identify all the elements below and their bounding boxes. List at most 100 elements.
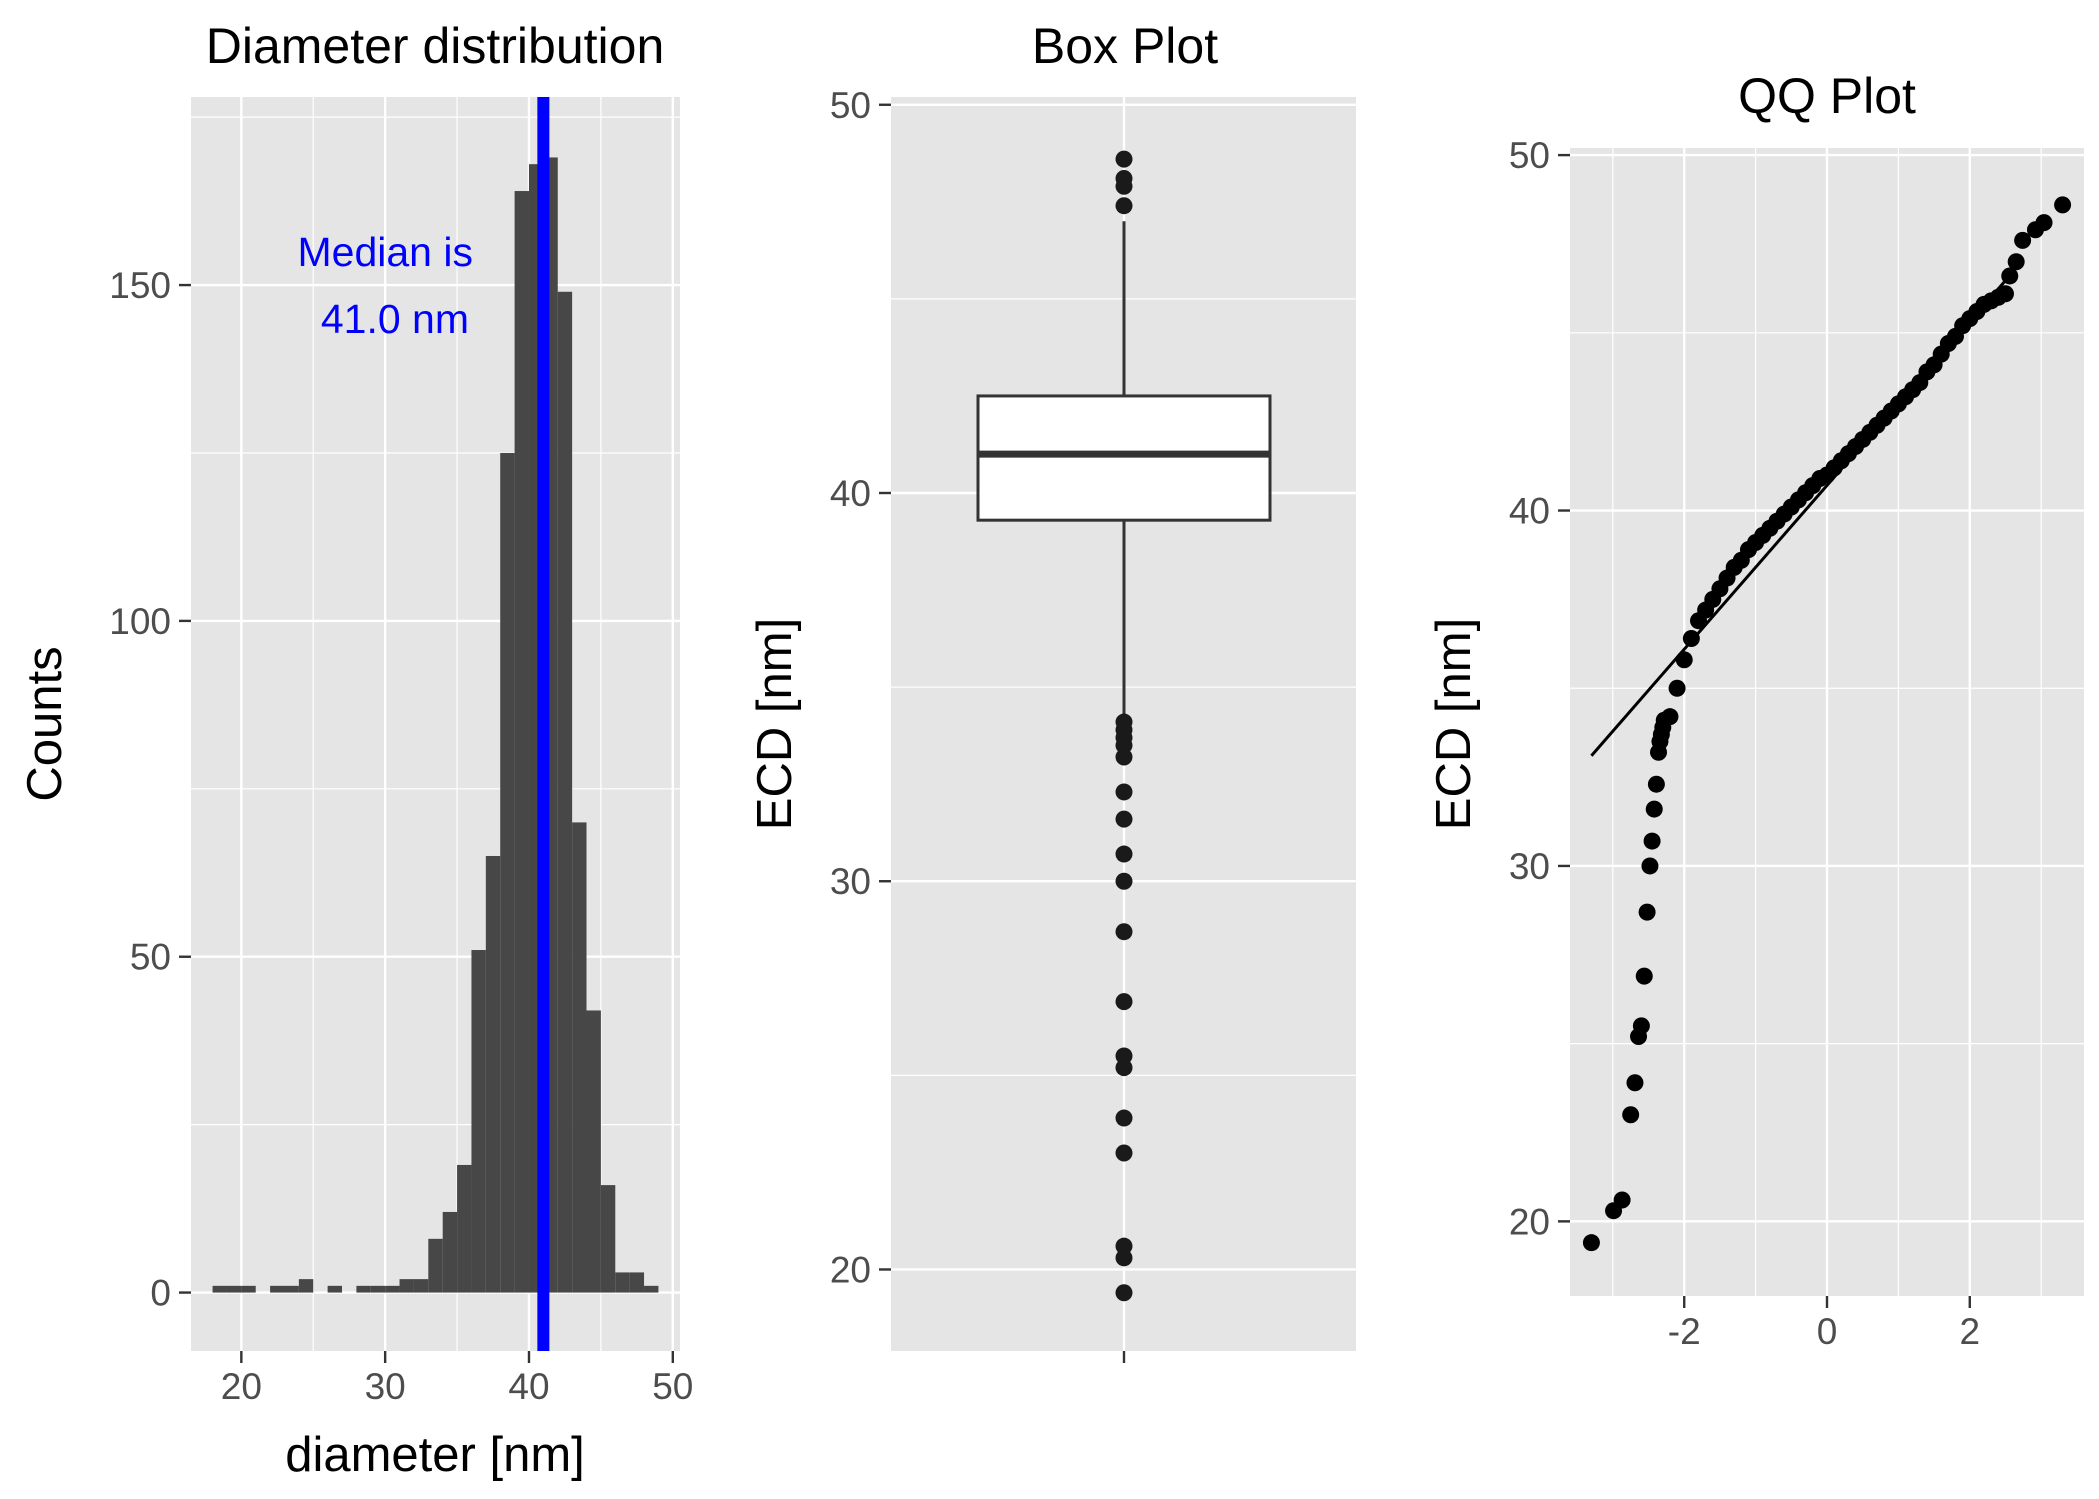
outlier-point [1115,783,1133,801]
histogram-bar [226,1285,242,1293]
histogram-bar [270,1285,285,1293]
histogram-bar [615,1272,630,1293]
box-plot-outliers [1115,150,1133,1302]
qq-point [1661,708,1679,726]
box-plot-y-tick-label: 30 [830,861,871,902]
qq-point [1613,1191,1631,1209]
qq-point [1645,800,1663,818]
outlier-point [1115,1059,1133,1077]
histogram-bar [457,1164,472,1293]
box-plot-y-tick-label: 20 [830,1249,871,1290]
box-plot-title: Box Plot [1032,18,1218,74]
outlier-point [1115,1237,1133,1255]
outlier-point [1115,810,1133,828]
qq-y-tick-label: 30 [1509,846,1550,887]
qq-y-tick-label: 20 [1509,1201,1550,1242]
histogram-x-tick-label: 40 [508,1366,549,1407]
box-plot-panel: 20 30 40 50 Box Plot ECD [nm] [748,18,1356,1363]
qq-x-tick-label: 2 [1959,1311,1980,1352]
box-plot-y-tick-label: 40 [830,473,871,514]
histogram-bar [629,1272,645,1293]
histogram-bar [413,1279,429,1293]
outlier-point [1115,736,1133,754]
histogram-y-tick-label: 150 [109,265,171,306]
qq-point [2001,267,2019,285]
histogram-bar [284,1285,299,1293]
histogram-bar [485,855,501,1293]
histogram-bar [399,1279,414,1293]
qq-plot-y-ticks: 20 30 40 50 [1509,135,1570,1242]
outlier-point [1115,845,1133,863]
qq-points [1582,196,2072,1252]
histogram-bar [514,191,529,1293]
qq-x-tick-label: 0 [1817,1311,1838,1352]
qq-point [1643,832,1661,850]
histogram-bar [572,822,587,1293]
histogram-y-tick-label: 100 [109,601,171,642]
box-plot-y-ticks: 20 30 40 50 [830,85,891,1290]
outlier-point [1115,1249,1133,1267]
histogram-bar [557,291,573,1293]
histogram-bar [471,950,486,1293]
histogram-x-axis-label: diameter [nm] [285,1428,585,1482]
histogram-bar [586,1010,601,1293]
interquartile-box [976,394,1272,522]
qq-point [1626,1074,1644,1092]
qq-point [2014,231,2032,249]
qq-point [1622,1106,1640,1124]
qq-plot-y-axis-label: ECD [nm] [1427,618,1481,830]
qq-x-tick-label: -2 [1668,1311,1701,1352]
histogram-bar [327,1285,343,1293]
qq-point [1635,967,1653,985]
histogram-bar [442,1211,458,1293]
box-plot-box [976,221,1272,719]
histogram-bar [428,1238,443,1293]
histogram-bar [212,1285,227,1293]
outlier-point [1115,1109,1133,1127]
qq-point [1641,857,1659,875]
qq-point [1682,629,1700,647]
qq-y-tick-label: 40 [1509,491,1550,532]
outlier-point [1115,177,1133,195]
outlier-point [1115,993,1133,1011]
outlier-point [1115,150,1133,168]
histogram-bar [356,1285,371,1293]
histogram-title: Diameter distribution [206,18,665,74]
histogram-x-tick-label: 50 [652,1366,693,1407]
outlier-point [1115,923,1133,941]
outlier-point [1115,1047,1133,1065]
outlier-point [1115,1284,1133,1302]
qq-point [2054,196,2072,214]
outlier-point [1115,197,1133,215]
histogram-y-tick-label: 50 [130,937,171,978]
qq-point [2035,214,2053,232]
histogram-y-tick-label: 0 [150,1273,171,1314]
box-plot-y-axis-label: ECD [nm] [748,618,802,830]
histogram-bar [385,1285,400,1293]
histogram-bar [600,1185,616,1293]
outlier-point [1115,1144,1133,1162]
qq-point [1647,775,1665,793]
histogram-panel: Median is 41.0 nm 0 50 100 150 20 30 40 50 Dia… [18,18,693,1482]
qq-point [1668,679,1686,697]
qq-plot-x-ticks: -2 0 2 [1668,1296,1980,1352]
histogram-bar [298,1279,314,1293]
qq-point [1996,285,2014,303]
qq-point [1638,903,1656,921]
histogram-bar [370,1285,386,1293]
histogram-x-ticks: 20 30 40 50 [221,1351,693,1407]
histogram-bar [644,1285,659,1293]
outlier-point [1115,748,1133,766]
qq-point [1582,1234,1600,1252]
qq-point [2007,253,2025,271]
histogram-bar [500,452,515,1293]
qq-plot-title: QQ Plot [1738,68,1916,124]
histogram-x-tick-label: 30 [365,1366,406,1407]
histogram-bar [241,1285,256,1293]
box-plot-y-tick-label: 50 [830,85,871,126]
histogram-y-axis-label: Counts [18,646,72,801]
histogram-x-tick-label: 20 [221,1366,262,1407]
outlier-point [1115,872,1133,890]
histogram-y-ticks: 0 50 100 150 [109,265,191,1314]
